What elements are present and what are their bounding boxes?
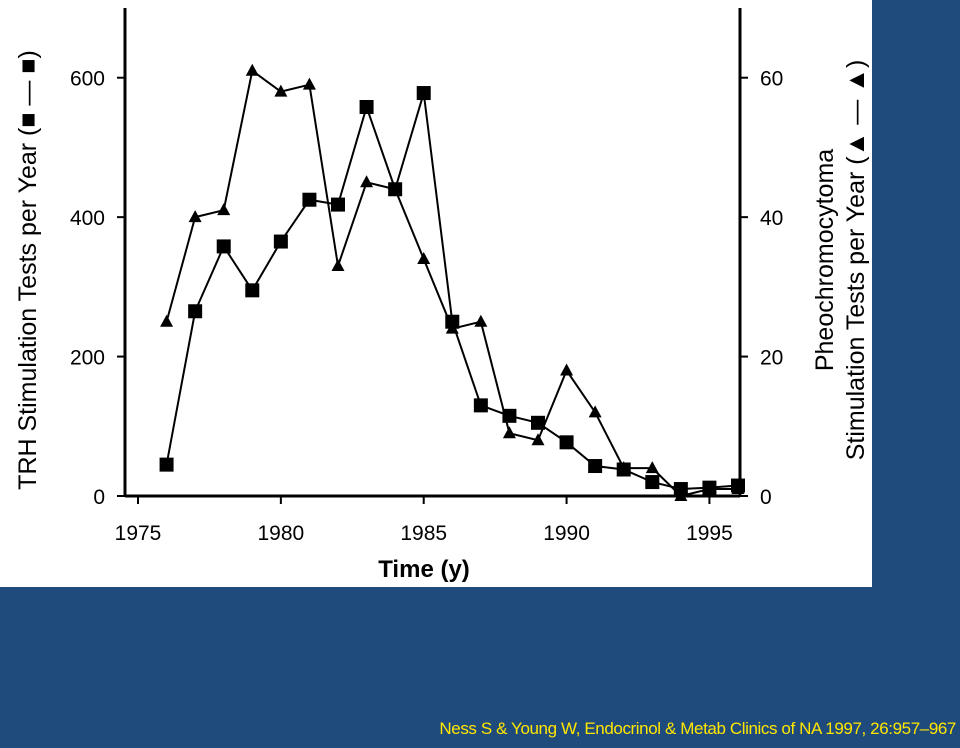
triangle-data-point [531, 433, 545, 446]
square-data-point [531, 415, 545, 430]
citation-text: Ness S & Young W, Endocrinol & Metab Cli… [439, 719, 956, 738]
chart-figure: 1975 1980 1985 1990 1995 0 200 400 600 0 20 40 60 Ti… [0, 0, 872, 587]
right-y-tick-label: 60 [760, 68, 783, 91]
triangle-data-point [160, 314, 174, 327]
triangle-data-point [617, 461, 631, 474]
x-tick-label: 1995 [686, 522, 733, 545]
triangle-data-point [674, 489, 688, 501]
square-data-point [502, 408, 517, 423]
triangle-data-point [331, 258, 345, 271]
triangle-data-point [474, 314, 488, 327]
triangle-data-point [560, 363, 574, 376]
triangle-data-point [217, 203, 231, 216]
triangle-data-point [245, 63, 259, 76]
square-data-point [559, 435, 574, 450]
right-y-tick-label: 40 [760, 207, 783, 230]
left-y-tick-label: 200 [70, 347, 105, 370]
triangle-data-point [731, 482, 745, 495]
square-data-point [302, 192, 317, 207]
left-y-tick-label: 600 [70, 68, 105, 91]
left-y-tick-label: 400 [70, 207, 105, 230]
square-data-point [359, 99, 374, 114]
triangle-data-point [360, 175, 374, 188]
triangle-data-point [588, 405, 602, 418]
square-data-point [159, 457, 174, 472]
chart-axes [123, 8, 742, 498]
square-data-point [645, 475, 660, 490]
triangle-data-point [702, 482, 716, 495]
right-y-tick-label: 0 [760, 486, 772, 509]
triangle-data-point [274, 84, 288, 97]
right-y-tick-label: 20 [760, 347, 783, 370]
left-y-axis-label: TRH Stimulation Tests per Year (■ — ■) [14, 50, 42, 490]
triangle-data-point [417, 251, 431, 264]
x-tick-label: 1980 [257, 522, 304, 545]
x-axis-label: Time (y) [378, 556, 470, 583]
chart-ticks: 1975 1980 1985 1990 1995 0 200 400 600 0 20 40 60 [70, 68, 783, 545]
square-data-point [416, 86, 431, 101]
series-markers [159, 63, 745, 501]
right-y-axis-label-line2: Stimulation Tests per Year (▲ — ▲) [842, 60, 870, 461]
square-data-point [216, 239, 231, 254]
triangle-data-point [302, 77, 316, 90]
square-data-point [331, 197, 345, 212]
left-y-tick-label: 0 [93, 486, 105, 509]
triangle-data-point [445, 321, 459, 334]
x-tick-label: 1990 [543, 522, 590, 545]
triangle-data-point [388, 182, 402, 195]
square-data-point [245, 283, 260, 298]
line-chart: 1975 1980 1985 1990 1995 0 200 400 600 0 20 40 60 Ti… [14, 8, 870, 583]
triangle-data-point [645, 461, 659, 474]
x-tick-label: 1985 [400, 522, 447, 545]
triangle-data-point [502, 426, 516, 439]
square-data-point [188, 304, 203, 319]
right-y-axis-label-line1: Pheochromocytoma [811, 149, 839, 371]
square-data-point [273, 234, 288, 249]
square-data-point [473, 398, 488, 413]
square-data-point [588, 459, 603, 474]
triangle-data-point [188, 210, 202, 223]
x-tick-label: 1975 [115, 522, 162, 545]
